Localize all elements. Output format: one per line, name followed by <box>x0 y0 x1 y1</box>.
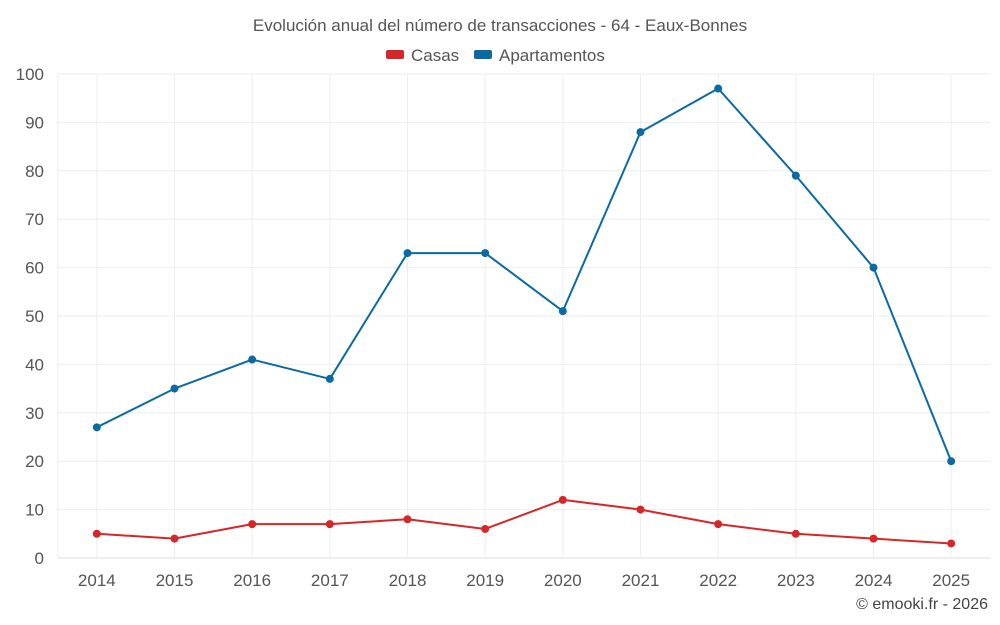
point-casas-2016[interactable] <box>248 520 257 529</box>
y-tick-label-30: 30 <box>25 404 44 423</box>
point-apartamentos-2024[interactable] <box>869 263 878 272</box>
point-casas-2025[interactable] <box>947 539 956 548</box>
legend-label-casas: Casas <box>411 46 459 65</box>
point-casas-2019[interactable] <box>481 524 490 533</box>
point-casas-2024[interactable] <box>869 534 878 543</box>
point-apartamentos-2019[interactable] <box>481 249 490 258</box>
point-apartamentos-2017[interactable] <box>325 374 334 383</box>
point-casas-2020[interactable] <box>558 495 567 504</box>
legend-swatch-apartamentos <box>474 50 492 59</box>
point-apartamentos-2023[interactable] <box>791 171 800 180</box>
y-tick-label-70: 70 <box>25 210 44 229</box>
series-layer <box>92 84 956 548</box>
y-tick-label-60: 60 <box>25 259 44 278</box>
x-tick-label-2022: 2022 <box>699 571 737 590</box>
x-tick-label-2017: 2017 <box>311 571 349 590</box>
point-apartamentos-2020[interactable] <box>558 307 567 316</box>
x-tick-label-2014: 2014 <box>78 571 116 590</box>
y-tick-label-100: 100 <box>16 65 44 84</box>
y-axis: 0 10 20 30 40 50 60 70 80 90 100 <box>16 65 44 568</box>
x-tick-label-2015: 2015 <box>156 571 194 590</box>
x-tick-label-2018: 2018 <box>389 571 427 590</box>
x-tick-label-2019: 2019 <box>466 571 504 590</box>
credit-text: © emooki.fr - 2026 <box>856 596 988 613</box>
point-casas-2022[interactable] <box>714 520 723 529</box>
chart-title: Evolución anual del número de transaccio… <box>253 16 747 35</box>
point-casas-2017[interactable] <box>325 520 334 529</box>
x-tick-label-2024: 2024 <box>855 571 893 590</box>
y-tick-label-20: 20 <box>25 452 44 471</box>
x-tick-label-2021: 2021 <box>622 571 660 590</box>
legend-swatch-casas <box>386 50 404 59</box>
x-tick-label-2025: 2025 <box>932 571 970 590</box>
x-tick-label-2016: 2016 <box>233 571 271 590</box>
x-axis: 2014 2015 2016 2017 2018 2019 2020 2021 2022 2023… <box>78 571 970 590</box>
x-tick-label-2020: 2020 <box>544 571 582 590</box>
series-line-apartamentos <box>96 87 953 462</box>
y-tick-label-0: 0 <box>35 549 44 568</box>
point-casas-2015[interactable] <box>170 534 179 543</box>
x-tick-label-2023: 2023 <box>777 571 815 590</box>
point-casas-2023[interactable] <box>791 529 800 538</box>
y-tick-label-40: 40 <box>25 355 44 374</box>
legend-item-apartamentos[interactable]: Apartamentos <box>474 46 605 65</box>
legend-item-casas[interactable]: Casas <box>386 46 459 65</box>
point-apartamentos-2022[interactable] <box>714 84 723 93</box>
point-apartamentos-2016[interactable] <box>248 355 257 364</box>
y-tick-label-80: 80 <box>25 162 44 181</box>
point-apartamentos-2018[interactable] <box>403 249 412 258</box>
point-apartamentos-2014[interactable] <box>92 423 101 432</box>
point-casas-2018[interactable] <box>403 515 412 524</box>
point-apartamentos-2025[interactable] <box>947 457 956 466</box>
point-casas-2021[interactable] <box>636 505 645 514</box>
y-tick-label-90: 90 <box>25 113 44 132</box>
point-apartamentos-2021[interactable] <box>636 128 645 137</box>
point-apartamentos-2015[interactable] <box>170 384 179 393</box>
legend-label-apartamentos: Apartamentos <box>499 46 605 65</box>
point-casas-2014[interactable] <box>92 529 101 538</box>
y-tick-label-10: 10 <box>25 501 44 520</box>
y-tick-label-50: 50 <box>25 307 44 326</box>
legend: Casas Apartamentos <box>386 46 605 65</box>
grid <box>57 73 990 559</box>
series-line-casas <box>96 498 952 545</box>
